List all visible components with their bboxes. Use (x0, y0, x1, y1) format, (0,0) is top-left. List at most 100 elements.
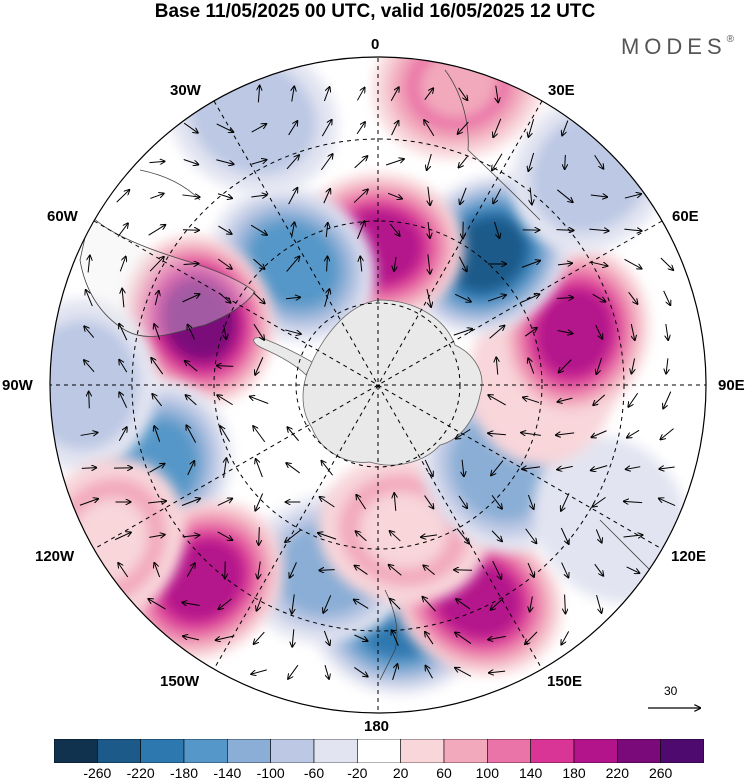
wind-vector (391, 121, 399, 136)
wind-vector (458, 121, 469, 134)
wind-vector (521, 433, 541, 436)
modes-logo: MODES® (621, 34, 734, 60)
wind-vector (148, 225, 166, 236)
wind-vector (286, 155, 299, 170)
wind-vector (288, 664, 299, 679)
wind-vector (187, 461, 195, 476)
wind-vector (556, 189, 572, 202)
wind-vector (496, 85, 498, 103)
wind-vector (224, 324, 227, 339)
colorbar-swatch (313, 739, 358, 763)
wind-vector (394, 257, 396, 271)
wind-vector (524, 328, 537, 337)
wind-vector (250, 397, 269, 404)
wind-vector (591, 430, 607, 437)
anomaly-contour (457, 224, 518, 284)
wind-vector (323, 630, 329, 645)
wind-vector (327, 257, 328, 272)
lon-label-30e: 30E (548, 82, 575, 99)
wind-vector (258, 561, 261, 578)
wind-vector (660, 428, 674, 440)
graticule (50, 57, 706, 713)
colorbar-swatch (443, 739, 488, 763)
wind-vector (423, 597, 436, 612)
wind-vector (631, 358, 634, 373)
wind-vector (183, 264, 199, 265)
colorbar-tick-label: -180 (169, 765, 199, 781)
wind-vector (663, 391, 672, 409)
wind-vector (217, 258, 232, 269)
wind-vector (394, 493, 396, 511)
wind-vector (253, 323, 264, 340)
wind-vector (181, 498, 200, 506)
wind-vector (595, 529, 601, 542)
wind-vector (360, 257, 362, 272)
wind-vector (80, 433, 98, 436)
wind-vector (118, 427, 126, 441)
wind-vector (525, 528, 537, 544)
wind-vector (488, 636, 506, 639)
colorbar-tick-label: 20 (392, 765, 409, 781)
wind-vector (182, 602, 200, 605)
wind-vector (252, 292, 264, 304)
wind-vector (182, 535, 200, 537)
wind-vector (590, 261, 608, 266)
wind-vector (428, 186, 430, 205)
wind-vector (421, 535, 438, 537)
colorbar-tick-label: 220 (605, 765, 630, 781)
wind-vector (458, 87, 468, 100)
lon-label-60e: 60E (672, 208, 699, 225)
wind-vector (217, 531, 233, 540)
wind-vector (390, 87, 399, 101)
wind-vector (628, 291, 638, 304)
wind-vector (357, 88, 364, 101)
wind-vector (626, 566, 640, 573)
wind-vector (218, 598, 232, 609)
wind-vector (528, 358, 535, 374)
anomaly-contour (545, 299, 604, 366)
wind-vector (624, 229, 641, 231)
wind-vector (523, 397, 540, 404)
colorbar-swatch (660, 739, 704, 763)
wind-vector (558, 397, 573, 402)
wind-vector (522, 467, 540, 469)
wind-vector (426, 288, 431, 307)
wind-vector (557, 263, 572, 265)
wind-vector (285, 297, 300, 298)
wind-vector (259, 527, 260, 545)
wind-vector (116, 190, 130, 203)
lon-label-90e: 90E (718, 377, 745, 394)
wind-vector (631, 323, 634, 340)
lon-label-90w: 90W (2, 377, 33, 394)
wind-vector (324, 665, 329, 679)
wind-vector (666, 323, 668, 340)
colorbar-swatch (54, 739, 98, 763)
wind-vector (557, 466, 573, 469)
wind-vector (326, 223, 328, 238)
wind-vector (356, 495, 367, 510)
wind-vector (458, 256, 466, 271)
wind-vector (354, 667, 367, 676)
wind-vector (84, 360, 95, 373)
wind-vector (453, 329, 472, 336)
wind-vector (321, 120, 331, 137)
wind-vector (385, 159, 404, 166)
wind-vector (596, 594, 602, 613)
wind-vector (592, 293, 606, 301)
wind-vector (659, 467, 675, 469)
wind-vector (323, 595, 332, 612)
wind-vector (354, 600, 369, 609)
wind-vector (389, 565, 402, 576)
wind-vector (119, 360, 128, 373)
wind-vector (319, 570, 335, 571)
wind-vector (224, 458, 227, 478)
wind-vector (148, 599, 166, 610)
wind-vector (255, 357, 264, 375)
antarctica-landmass (253, 299, 483, 466)
wind-vector (321, 461, 333, 476)
wind-vector (356, 122, 365, 135)
wind-vector (458, 495, 467, 508)
colorbar-swatch (270, 739, 315, 763)
wind-vector (628, 392, 639, 406)
wind-vector (390, 531, 401, 542)
